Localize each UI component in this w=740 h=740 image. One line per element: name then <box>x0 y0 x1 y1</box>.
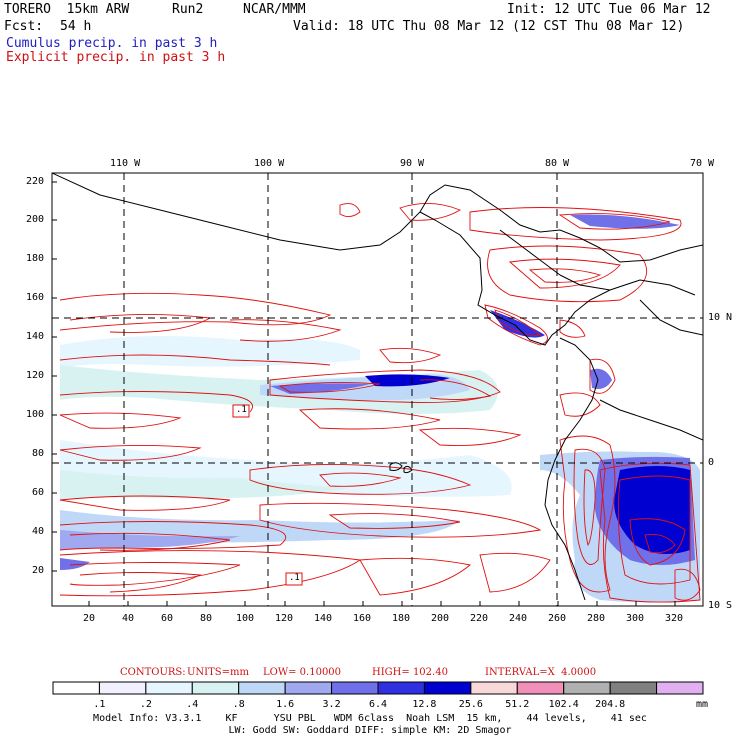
fcst-value: 54 h <box>60 19 92 34</box>
explicit-precip-contours <box>59 203 701 603</box>
y-tick-label: 20 <box>32 565 45 576</box>
colorbar-label: .1 <box>93 699 106 710</box>
colorbar-label: 3.2 <box>322 699 341 710</box>
x-tick-label: 180 <box>392 613 411 624</box>
colorbar-label: .4 <box>186 699 199 710</box>
explicit-field-label: Explicit precip. in past 3 h <box>6 50 226 65</box>
lon-label: 100 W <box>254 158 285 169</box>
colorbar-label: 102.4 <box>548 699 579 710</box>
lat-label: 10 S <box>708 600 733 611</box>
colorbar-label: 12.8 <box>412 699 437 710</box>
lon-label: 80 W <box>545 158 570 169</box>
x-tick-label: 220 <box>470 613 489 624</box>
x-tick-label: 80 <box>200 613 213 624</box>
colorbar-label: 51.2 <box>505 699 530 710</box>
init-time: Init: 12 UTC Tue 06 Mar 12 <box>507 2 711 17</box>
colorbar-label: 6.4 <box>368 699 388 710</box>
colorbar-swatch <box>98 681 147 695</box>
colorbar-swatch <box>563 681 611 695</box>
model-info-line: Model Info: V3.3.1 KF YSU PBL WDM 6class… <box>93 713 647 724</box>
x-tick-label: 280 <box>587 613 606 624</box>
colorbar-label: .2 <box>139 699 152 710</box>
y-tick-label: 40 <box>32 526 45 537</box>
contour-box-label: .1 <box>289 573 300 583</box>
x-tick-label: 160 <box>353 613 372 624</box>
run-label: Run2 <box>172 2 204 17</box>
colorbar-label: 25.6 <box>458 699 483 710</box>
model-name: TORERO 15km ARW <box>4 2 130 17</box>
colorbar-swatch <box>238 681 286 695</box>
precip-colorbar <box>52 681 704 695</box>
contours-interval: INTERVAL=X 4.0000 <box>485 667 597 678</box>
x-tick-label: 200 <box>431 613 450 624</box>
x-tick-label: 60 <box>161 613 174 624</box>
y-axis-ticks <box>52 181 57 572</box>
y-tick-label: 220 <box>26 176 45 187</box>
colorbar-label: .8 <box>232 699 245 710</box>
colorbar-swatch <box>284 681 333 695</box>
contours-high: HIGH= 102.40 <box>372 667 448 678</box>
colorbar-label: 1.6 <box>276 699 295 710</box>
lon-label: 70 W <box>690 158 715 169</box>
lon-label: 90 W <box>400 158 425 169</box>
x-tick-label: 300 <box>626 613 645 624</box>
colorbar-swatch <box>470 681 518 695</box>
y-tick-label: 200 <box>26 214 45 225</box>
y-tick-label: 180 <box>26 253 45 264</box>
x-tick-label: 100 <box>236 613 255 624</box>
physics-info-line: LW: Godd SW: Goddard DIFF: simple KM: 2D… <box>228 725 512 736</box>
colorbar-swatch <box>656 681 704 695</box>
org-label: NCAR/MMM <box>243 2 306 17</box>
cumulus-precip-shading <box>60 214 700 603</box>
lat-label: 0 <box>708 457 715 468</box>
y-tick-label: 120 <box>26 370 45 381</box>
x-tick-label: 320 <box>665 613 684 624</box>
colorbar-swatch <box>377 681 425 695</box>
x-tick-label: 140 <box>314 613 333 624</box>
y-tick-label: 160 <box>26 292 45 303</box>
cumulus-field-label: Cumulus precip. in past 3 h <box>6 36 218 51</box>
x-tick-label: 240 <box>509 613 528 624</box>
lat-label: 10 N <box>708 312 733 323</box>
colorbar-swatch <box>52 681 100 695</box>
contours-units: UNITS=mm <box>187 667 249 678</box>
lat-lon-grid <box>52 173 703 606</box>
colorbar-swatch <box>145 681 193 695</box>
colorbar-unit: mm <box>696 699 709 710</box>
y-tick-label: 60 <box>32 487 45 498</box>
fcst-label: Fcst: <box>4 19 44 34</box>
colorbar-swatch <box>516 681 565 695</box>
y-tick-label: 80 <box>32 448 45 459</box>
x-tick-label: 260 <box>548 613 567 624</box>
colorbar-swatch <box>331 681 379 695</box>
contour-box-label: .1 <box>236 405 247 415</box>
colorbar-swatch <box>191 681 240 695</box>
valid-time: Valid: 18 UTC Thu 08 Mar 12 (12 CST Thu … <box>293 19 685 34</box>
x-tick-label: 20 <box>83 613 96 624</box>
x-tick-label: 40 <box>122 613 135 624</box>
contours-label: CONTOURS: <box>120 667 186 678</box>
colorbar-swatch <box>423 681 472 695</box>
x-tick-label: 120 <box>275 613 294 624</box>
coastlines <box>52 173 703 601</box>
colorbar-swatch <box>609 681 658 695</box>
colorbar-label: 204.8 <box>595 699 626 710</box>
y-tick-label: 140 <box>26 331 45 342</box>
x-axis-ticks <box>88 601 676 606</box>
lon-label: 110 W <box>110 158 141 169</box>
contours-low: LOW= 0.10000 <box>263 667 342 678</box>
y-tick-label: 100 <box>26 409 45 420</box>
